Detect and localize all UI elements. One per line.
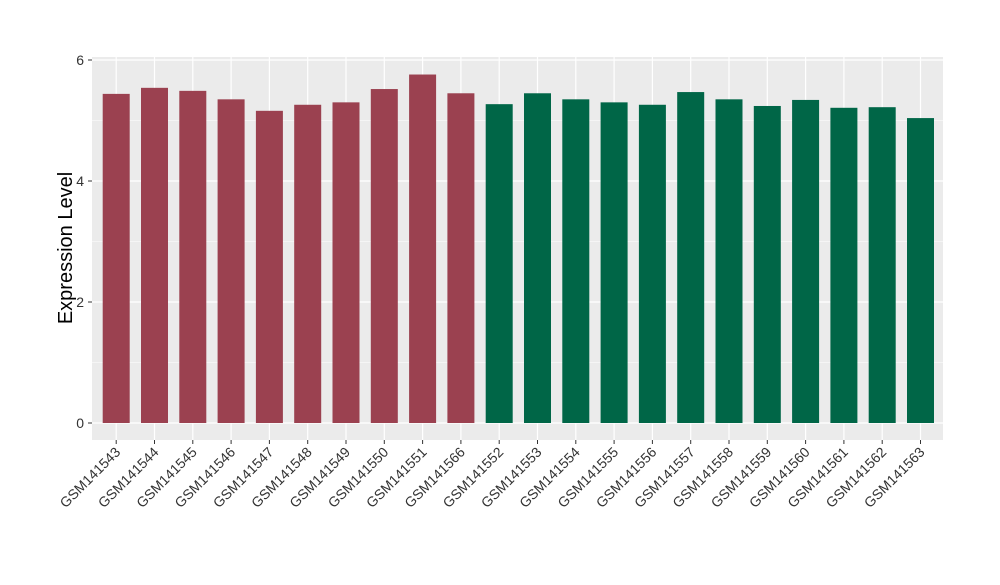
bar-GSM141547 <box>255 110 283 423</box>
bar-GSM141548 <box>294 104 322 424</box>
bar-GSM141551 <box>409 74 437 424</box>
bar-GSM141555 <box>600 102 628 423</box>
bar-GSM141552 <box>485 104 513 423</box>
bar-GSM141561 <box>830 107 858 424</box>
bar-GSM141563 <box>907 118 934 423</box>
bar-GSM141545 <box>179 90 207 423</box>
bar-GSM141543 <box>102 93 130 423</box>
bar-GSM141544 <box>141 87 168 423</box>
y-tick-label: 4 <box>76 173 84 189</box>
bar-GSM141560 <box>792 99 820 424</box>
y-tick-label: 2 <box>76 294 84 310</box>
bar-GSM141558 <box>715 99 743 423</box>
bar-GSM141559 <box>753 105 781 423</box>
bars <box>102 74 934 424</box>
y-tick-label: 6 <box>76 52 84 68</box>
bar-GSM141554 <box>562 99 590 423</box>
bar-GSM141562 <box>868 107 896 423</box>
bar-GSM141546 <box>217 99 245 423</box>
bar-GSM141556 <box>638 104 666 424</box>
y-axis-label: Expression Level <box>55 172 77 324</box>
bar-GSM141566 <box>447 93 475 424</box>
y-tick-label: 0 <box>76 415 84 431</box>
bar-GSM141553 <box>524 93 551 424</box>
bar-GSM141557 <box>677 92 705 423</box>
bar-GSM141550 <box>370 89 398 423</box>
bar-GSM141549 <box>332 102 360 423</box>
